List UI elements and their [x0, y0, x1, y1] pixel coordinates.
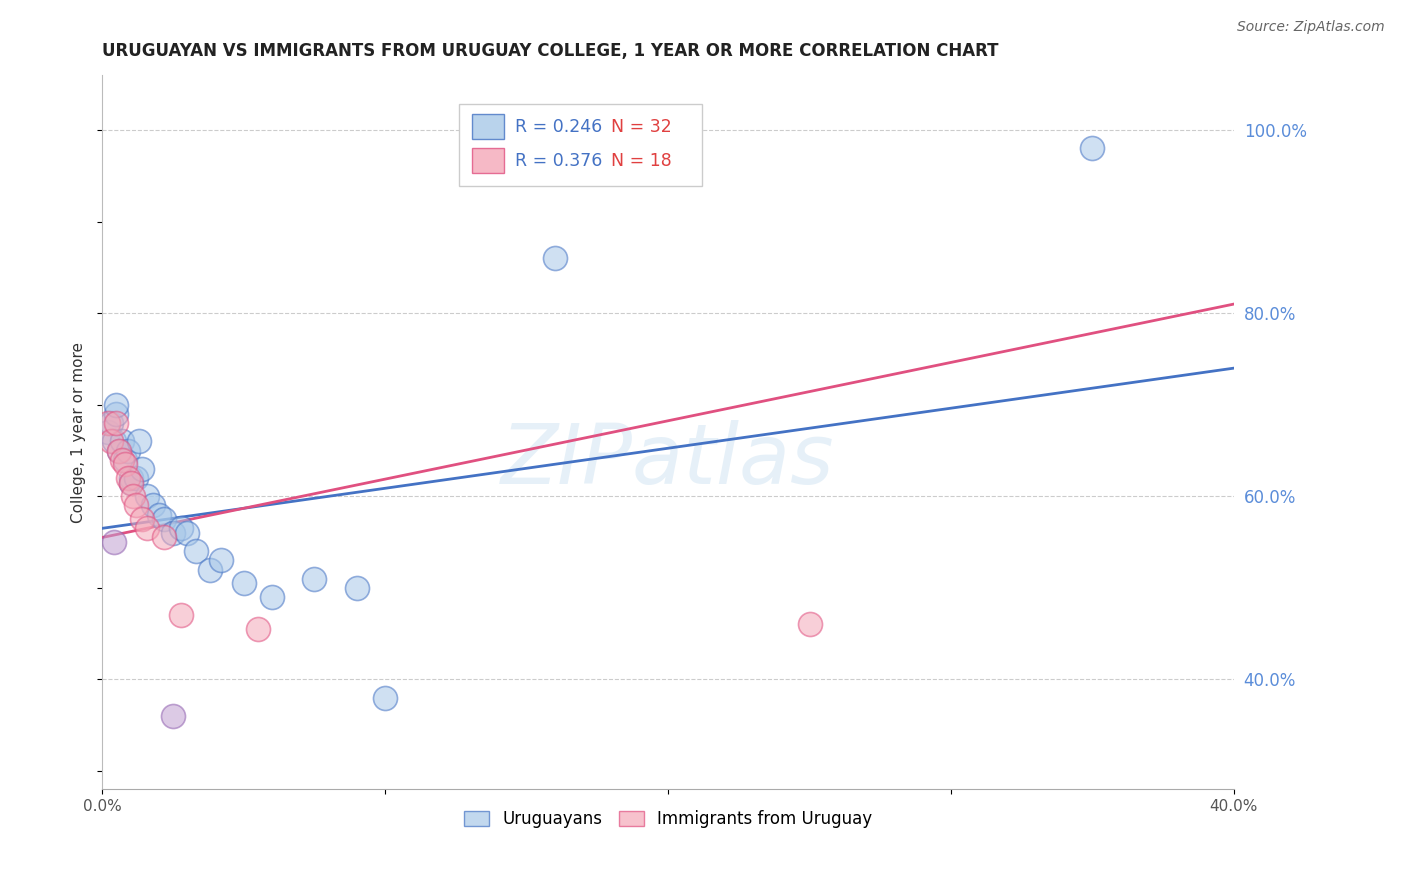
Point: [97, 416, 120, 430]
Legend: Uruguayans, Immigrants from Uruguay: Uruguayans, Immigrants from Uruguay: [457, 803, 879, 834]
Point: [105, 407, 128, 421]
Point: [131, 462, 153, 476]
Point: [125, 471, 148, 485]
Text: ZIPatlas: ZIPatlas: [502, 420, 835, 501]
Point: [103, 535, 125, 549]
Point: [120, 475, 142, 490]
Point: [111, 452, 134, 467]
Point: [232, 576, 254, 591]
Point: [117, 471, 139, 485]
Point: [304, 572, 326, 586]
Point: [114, 452, 136, 467]
Point: [114, 457, 136, 471]
Point: [120, 475, 142, 490]
Point: [153, 531, 176, 545]
Point: [184, 544, 207, 558]
Point: [105, 398, 128, 412]
Text: N = 18: N = 18: [612, 152, 672, 169]
Text: URUGUAYAN VS IMMIGRANTS FROM URUGUAY COLLEGE, 1 YEAR OR MORE CORRELATION CHART: URUGUAYAN VS IMMIGRANTS FROM URUGUAY COL…: [103, 42, 998, 60]
Point: [162, 709, 184, 723]
Point: [260, 590, 283, 604]
Point: [128, 434, 150, 449]
Point: [108, 443, 131, 458]
Point: [1081, 141, 1104, 155]
Point: [117, 443, 139, 458]
Point: [346, 581, 368, 595]
Point: [103, 434, 125, 449]
Text: N = 32: N = 32: [612, 118, 672, 136]
Point: [799, 617, 821, 632]
FancyBboxPatch shape: [458, 103, 702, 186]
Point: [544, 252, 567, 266]
Point: [100, 416, 122, 430]
Point: [148, 508, 170, 522]
Point: [246, 622, 269, 636]
Point: [162, 525, 184, 540]
Point: [131, 512, 153, 526]
Bar: [472, 148, 503, 173]
Point: [125, 499, 148, 513]
Y-axis label: College, 1 year or more: College, 1 year or more: [72, 342, 86, 523]
Point: [120, 471, 142, 485]
Point: [111, 434, 134, 449]
Point: [153, 512, 176, 526]
Point: [170, 608, 193, 623]
Point: [97, 425, 120, 440]
Point: [142, 499, 165, 513]
Point: [108, 443, 131, 458]
Point: [176, 525, 198, 540]
Point: [105, 416, 128, 430]
Text: R = 0.246: R = 0.246: [515, 118, 603, 136]
Point: [209, 553, 232, 567]
Point: [136, 489, 159, 503]
Text: R = 0.376: R = 0.376: [515, 152, 603, 169]
Point: [170, 521, 193, 535]
Point: [136, 521, 159, 535]
Point: [374, 690, 396, 705]
Point: [198, 562, 221, 576]
Point: [122, 489, 145, 503]
Point: [100, 434, 122, 449]
Bar: [472, 114, 503, 139]
Text: Source: ZipAtlas.com: Source: ZipAtlas.com: [1237, 20, 1385, 34]
